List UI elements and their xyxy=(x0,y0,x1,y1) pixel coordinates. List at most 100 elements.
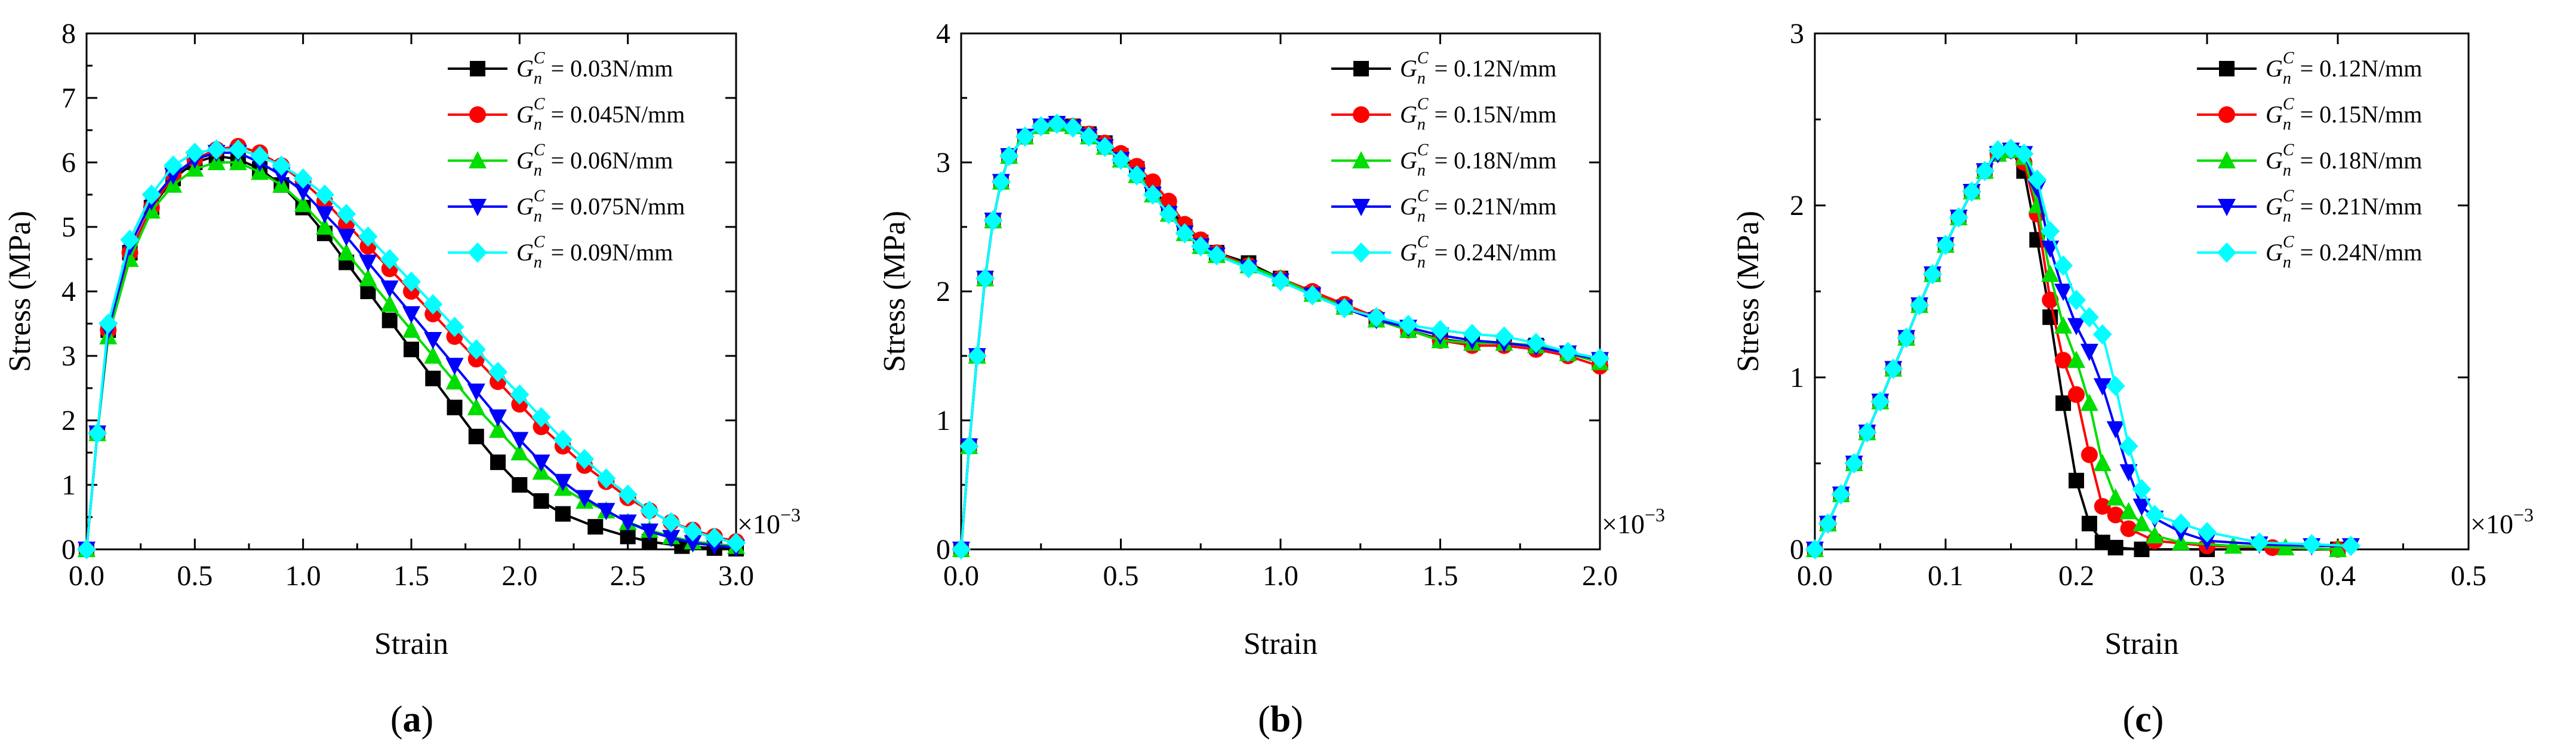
legend-label: GnC = 0.18N/mm xyxy=(1400,141,1556,180)
legend-label: GnC = 0.24N/mm xyxy=(1400,233,1556,272)
data-point xyxy=(2329,540,2347,557)
data-point xyxy=(683,521,703,542)
data-point xyxy=(2055,395,2072,411)
data-point xyxy=(1463,324,1482,345)
legend-marker xyxy=(469,199,487,216)
legend-entry-5: GnC = 0.24N/mm xyxy=(2197,233,2422,272)
x-multiplier: ×10−3 xyxy=(737,504,801,539)
x-tick-label: 2.0 xyxy=(501,560,537,592)
data-point xyxy=(2107,540,2123,556)
legend-subscript: n xyxy=(1417,161,1426,180)
y-tick-label: 8 xyxy=(61,18,76,50)
x-multiplier-exp: −3 xyxy=(1645,504,1665,525)
data-point xyxy=(1494,326,1514,347)
legend-symbol: G xyxy=(2266,193,2283,220)
data-point xyxy=(337,243,356,261)
data-point xyxy=(1191,236,1211,257)
legend-symbol: G xyxy=(516,193,534,220)
legend-superscript: C xyxy=(1417,95,1429,113)
data-point xyxy=(1936,235,1955,256)
x-axis-title: Strain xyxy=(1244,627,1318,661)
data-point xyxy=(2132,514,2151,531)
legend-label: GnC = 0.09N/mm xyxy=(516,233,673,272)
x-tick-label: 2.0 xyxy=(1582,560,1618,592)
x-tick-label: 0.0 xyxy=(69,560,104,592)
data-point xyxy=(2249,532,2269,553)
data-point xyxy=(402,306,420,324)
data-point xyxy=(445,358,464,376)
data-point xyxy=(2069,472,2084,488)
data-point xyxy=(510,432,529,450)
data-point xyxy=(2027,169,2047,190)
data-point xyxy=(2094,534,2110,551)
data-point xyxy=(2107,506,2124,524)
data-point xyxy=(2054,284,2073,301)
x-axis-title: Strain xyxy=(2104,627,2178,661)
legend-marker xyxy=(1352,199,1370,216)
y-tick-label: 5 xyxy=(61,211,76,243)
data-point xyxy=(445,316,464,337)
x-multiplier: ×10−3 xyxy=(2470,504,2534,539)
data-point xyxy=(381,312,398,328)
legend-symbol: G xyxy=(516,101,534,128)
x-tick-label: 0.4 xyxy=(2320,560,2356,592)
data-point xyxy=(640,523,658,541)
legend-value: = 0.03N/mm xyxy=(545,55,673,82)
data-point xyxy=(2041,265,2060,282)
data-point xyxy=(2132,499,2151,516)
legend-symbol: G xyxy=(2266,239,2283,266)
data-point xyxy=(250,146,270,167)
legend-superscript: C xyxy=(534,187,545,205)
data-point xyxy=(424,332,442,349)
caption-letter: c xyxy=(2135,699,2152,740)
y-tick-label: 1 xyxy=(1790,362,1804,394)
legend-label: GnC = 0.075N/mm xyxy=(516,187,685,226)
data-point xyxy=(1367,307,1386,328)
data-point xyxy=(2081,446,2098,463)
data-point xyxy=(315,185,334,205)
data-point xyxy=(2171,513,2191,534)
chart-panel-a: 0.0 0.5 1.0 1.5 2.0 2.5 3.0 0 1 2 3 4 5 6 7 8 Strain Stre… xyxy=(3,18,801,740)
data-point xyxy=(489,420,507,438)
y-tick-label: 7 xyxy=(61,82,76,114)
x-multiplier: ×10−3 xyxy=(1602,504,1665,539)
data-point xyxy=(2134,542,2150,557)
data-point xyxy=(1015,126,1035,147)
legend-label: GnC = 0.18N/mm xyxy=(2266,141,2422,180)
data-point xyxy=(77,539,96,560)
data-point xyxy=(1526,333,1546,354)
data-point xyxy=(533,493,549,509)
y-tick-label: 2 xyxy=(1790,190,1804,222)
data-point xyxy=(975,268,995,289)
legend-label: GnC = 0.12N/mm xyxy=(1400,49,1556,88)
x-tick-label: 0.5 xyxy=(2451,560,2486,592)
legend-entry-2: GnC = 0.15N/mm xyxy=(1331,95,1556,134)
legend-entry-4: GnC = 0.21N/mm xyxy=(1331,187,1556,226)
data-point xyxy=(983,210,1003,231)
x-multiplier-exp: −3 xyxy=(780,504,801,525)
data-point xyxy=(1870,391,1890,412)
legend-symbol: G xyxy=(516,239,534,266)
data-point xyxy=(952,539,971,560)
legend-superscript: C xyxy=(534,49,545,67)
x-tick-label: 1.0 xyxy=(1263,560,1298,592)
data-point xyxy=(597,503,615,521)
data-point xyxy=(999,146,1019,167)
x-tick-label: 1.0 xyxy=(285,560,321,592)
data-point xyxy=(2079,307,2099,328)
caption-open: ( xyxy=(1258,699,1270,740)
y-axis-title: Stress (MPa) xyxy=(878,211,912,372)
legend-subscript: n xyxy=(1417,69,1426,88)
data-point xyxy=(512,477,528,493)
data-point xyxy=(1239,258,1258,279)
legend-entry-4: GnC = 0.075N/mm xyxy=(448,187,685,226)
data-point xyxy=(2341,536,2360,557)
y-tick-label: 4 xyxy=(61,276,76,308)
data-point xyxy=(490,454,506,471)
y-tick-label: 2 xyxy=(936,276,950,308)
data-point xyxy=(1271,271,1290,291)
x-tick-label: 3.0 xyxy=(718,560,754,592)
y-tick-label: 6 xyxy=(61,147,76,179)
legend-marker xyxy=(469,106,486,123)
data-point xyxy=(2094,498,2111,515)
